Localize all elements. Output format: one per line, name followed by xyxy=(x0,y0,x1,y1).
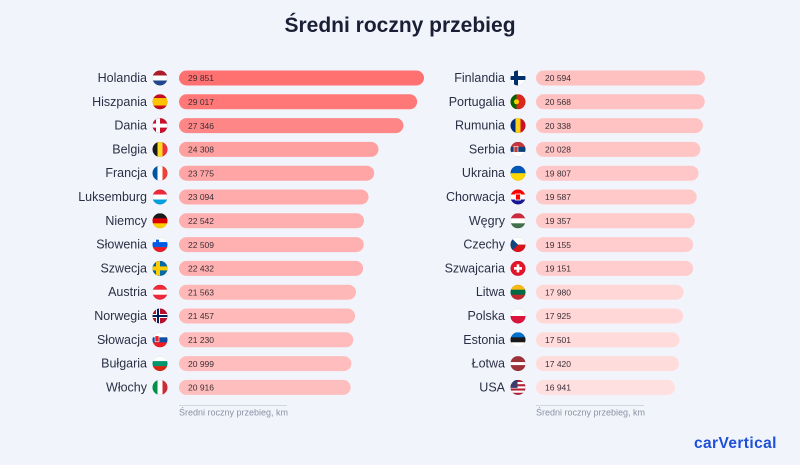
value-label: 20 028 xyxy=(545,145,571,155)
estonia-flag-icon xyxy=(511,332,526,347)
węgry-flag-icon xyxy=(511,213,526,228)
value-label: 23 094 xyxy=(188,192,214,202)
category-label: Ukraina xyxy=(462,166,505,180)
category-label: Szwecja xyxy=(100,261,147,275)
value-label: 22 542 xyxy=(188,216,214,226)
category-label: Estonia xyxy=(463,333,505,347)
value-label: 16 941 xyxy=(545,383,571,393)
norwegia-flag-icon xyxy=(153,309,168,324)
francja-flag-icon xyxy=(153,166,168,181)
category-label: Szwajcaria xyxy=(445,261,505,275)
category-label: Chorwacja xyxy=(446,190,505,204)
value-label: 24 308 xyxy=(188,145,214,155)
category-label: Serbia xyxy=(469,142,505,156)
słowacja-flag-icon xyxy=(153,332,168,347)
łotwa-flag-icon xyxy=(511,356,526,371)
value-label: 17 420 xyxy=(545,359,571,369)
category-label: Belgia xyxy=(112,142,147,156)
value-label: 17 980 xyxy=(545,287,571,297)
category-label: Portugalia xyxy=(449,95,505,109)
category-label: Bułgaria xyxy=(101,357,147,371)
niemcy-flag-icon xyxy=(153,213,168,228)
hiszpania-flag-icon xyxy=(153,94,168,109)
szwajcaria-flag-icon xyxy=(511,261,526,276)
value-label: 20 999 xyxy=(188,359,214,369)
belgia-flag-icon xyxy=(153,142,168,157)
bar xyxy=(179,94,417,109)
category-label: Włochy xyxy=(106,380,148,394)
category-label: Słowacja xyxy=(97,333,147,347)
category-label: Słowenia xyxy=(96,238,147,252)
category-label: Holandia xyxy=(98,71,147,85)
bar xyxy=(179,71,424,86)
x-axis-label: Średni roczny przebieg, km xyxy=(536,406,645,417)
value-label: 19 587 xyxy=(545,192,571,202)
rumunia-flag-icon xyxy=(511,118,526,133)
category-label: Węgry xyxy=(469,214,506,228)
category-label: Norwegia xyxy=(94,309,147,323)
category-label: Łotwa xyxy=(472,357,505,371)
value-label: 20 594 xyxy=(545,73,571,83)
category-label: USA xyxy=(479,380,505,394)
austria-flag-icon xyxy=(153,285,168,300)
value-label: 23 775 xyxy=(188,168,214,178)
category-label: Francja xyxy=(105,166,147,180)
category-label: Niemcy xyxy=(105,214,147,228)
value-label: 21 230 xyxy=(188,335,214,345)
x-axis-label: Średni roczny przebieg, km xyxy=(179,406,288,417)
luksemburg-flag-icon xyxy=(153,190,168,205)
dania-flag-icon xyxy=(153,118,168,133)
value-label: 20 916 xyxy=(188,383,214,393)
value-label: 20 338 xyxy=(545,121,571,131)
value-label: 19 357 xyxy=(545,216,571,226)
brand-logo: carVertical xyxy=(694,435,777,453)
portugalia-flag-icon xyxy=(511,94,526,109)
litwa-flag-icon xyxy=(511,285,526,300)
category-label: Finlandia xyxy=(454,71,505,85)
włochy-flag-icon xyxy=(153,380,168,395)
bułgaria-flag-icon xyxy=(153,356,168,371)
category-label: Czechy xyxy=(463,238,505,252)
category-label: Austria xyxy=(108,285,147,299)
category-label: Polska xyxy=(467,309,505,323)
value-label: 19 155 xyxy=(545,240,571,250)
value-label: 22 432 xyxy=(188,264,214,274)
value-label: 21 457 xyxy=(188,311,214,321)
czechy-flag-icon xyxy=(511,237,526,252)
value-label: 22 509 xyxy=(188,240,214,250)
category-label: Luksemburg xyxy=(78,190,147,204)
finlandia-flag-icon xyxy=(511,71,526,86)
słowenia-flag-icon xyxy=(153,237,168,252)
serbia-flag-icon xyxy=(511,142,526,157)
category-label: Dania xyxy=(114,119,147,133)
chorwacja-flag-icon xyxy=(511,190,526,205)
value-label: 29 851 xyxy=(188,73,214,83)
value-label: 17 925 xyxy=(545,311,571,321)
value-label: 27 346 xyxy=(188,121,214,131)
category-label: Litwa xyxy=(476,285,505,299)
holandia-flag-icon xyxy=(153,71,168,86)
value-label: 17 501 xyxy=(545,335,571,345)
szwecja-flag-icon xyxy=(153,261,168,276)
value-label: 20 568 xyxy=(545,97,571,107)
value-label: 19 151 xyxy=(545,264,571,274)
usa-flag-icon xyxy=(511,380,526,395)
category-label: Hiszpania xyxy=(92,95,147,109)
value-label: 21 563 xyxy=(188,287,214,297)
polska-flag-icon xyxy=(511,309,526,324)
ukraina-flag-icon xyxy=(511,166,526,181)
category-label: Rumunia xyxy=(455,119,505,133)
value-label: 19 807 xyxy=(545,168,571,178)
value-label: 29 017 xyxy=(188,97,214,107)
